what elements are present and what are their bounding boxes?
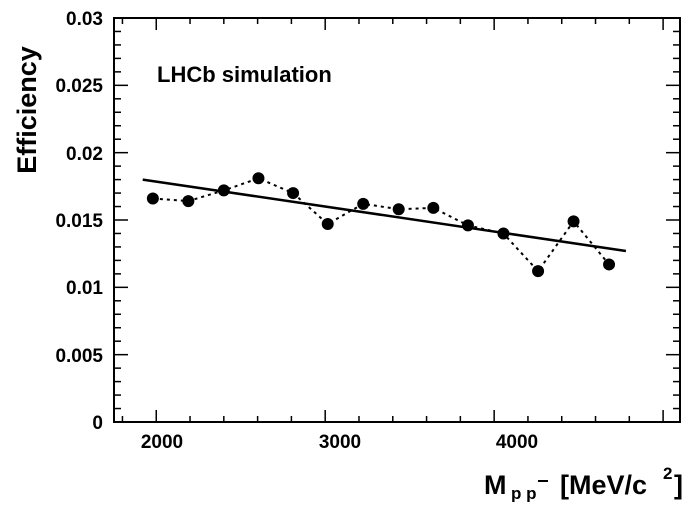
y-tick-label: 0.015 <box>55 211 103 232</box>
y-tick-label: 0.01 <box>66 278 103 299</box>
data-point <box>357 197 370 210</box>
fit-line <box>142 178 627 253</box>
data-point <box>321 218 334 231</box>
data-point <box>567 215 580 228</box>
data-series <box>142 172 627 278</box>
x-axis-ticks <box>121 18 664 422</box>
x-axis-tick-labels: 2000 3000 4000 <box>141 432 538 453</box>
y-tick-label: 0.005 <box>55 346 103 367</box>
data-point <box>182 195 195 208</box>
data-point <box>252 172 265 185</box>
data-point <box>287 187 300 200</box>
x-axis-title-unit-power: 2 <box>663 464 672 483</box>
data-point <box>532 265 545 278</box>
data-point <box>461 219 474 232</box>
x-tick-label: 3000 <box>319 432 361 453</box>
y-axis-title: Efficiency <box>12 46 42 174</box>
data-point <box>146 192 159 205</box>
data-point <box>427 201 440 214</box>
y-axis-ticks <box>114 17 680 423</box>
lhcb-simulation-label: LHCb simulation <box>157 62 332 87</box>
x-tick-label: 2000 <box>141 432 183 453</box>
data-point <box>603 258 616 271</box>
efficiency-dotted-line <box>152 177 610 273</box>
y-tick-label: 0.025 <box>55 76 103 97</box>
y-tick-label: 0 <box>92 413 103 434</box>
x-axis-title-unit-close: ] <box>674 470 683 500</box>
data-point <box>392 203 405 216</box>
y-tick-label: 0.03 <box>66 9 103 30</box>
y-axis-tick-labels: 0 0.005 0.01 0.015 0.02 0.025 0.03 <box>55 9 103 434</box>
x-axis-title-subscript: p p <box>511 484 537 502</box>
data-point <box>217 184 230 197</box>
x-axis-title-unit: [MeV/c <box>560 470 647 500</box>
x-axis-title: M p p [MeV/c 2 ] <box>484 464 683 503</box>
y-tick-label: 0.02 <box>66 144 103 165</box>
data-point <box>497 227 510 240</box>
x-axis-title-symbol: M <box>484 470 507 500</box>
x-tick-label: 4000 <box>496 432 538 453</box>
